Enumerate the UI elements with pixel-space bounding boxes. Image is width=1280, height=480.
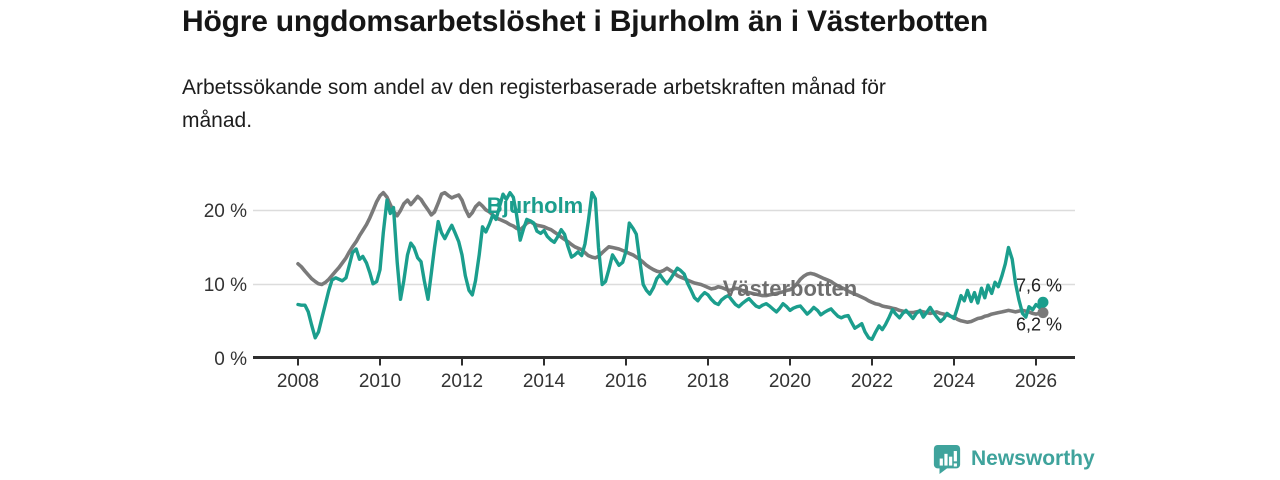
brand-footer: Newsworthy bbox=[932, 442, 1095, 476]
gridlines bbox=[253, 209, 1075, 286]
series-label-bjurholm: Bjurholm bbox=[487, 193, 584, 218]
x-tick-label-2010: 2010 bbox=[359, 371, 401, 392]
x-tick-label-2018: 2018 bbox=[687, 371, 729, 392]
newsworthy-logo-icon bbox=[933, 444, 961, 474]
x-tick-label-2022: 2022 bbox=[851, 371, 893, 392]
x-tick-label-2024: 2024 bbox=[933, 371, 976, 392]
series-lines bbox=[296, 190, 1049, 341]
series-label-vasterbotten: Västerbotten bbox=[723, 276, 857, 301]
x-tick-label-2012: 2012 bbox=[441, 371, 483, 392]
series-end-dot-västerbotten bbox=[1037, 307, 1049, 319]
chart-subtitle-line-1: Arbetssökande som andel av den registerb… bbox=[182, 76, 886, 99]
series-end-dot-bjurholm bbox=[1037, 296, 1049, 308]
chart-subtitle-line-2: månad. bbox=[182, 109, 253, 132]
y-axis-labels: 0 % 10 % 20 % bbox=[204, 201, 247, 370]
series-line-västerbotten bbox=[296, 190, 1045, 325]
end-value-label-vasterbotten: 6,2 % bbox=[1016, 315, 1062, 335]
x-tick-label-2020: 2020 bbox=[769, 371, 811, 392]
x-axis: 2008 2010 2012 2014 2016 2018 2020 2022 2024 2026 bbox=[253, 356, 1075, 392]
x-tick-label-2014: 2014 bbox=[523, 371, 566, 392]
brand-name: Newsworthy bbox=[971, 447, 1095, 470]
end-value-label-bjurholm: 7,6 % bbox=[1016, 275, 1062, 295]
y-tick-label-10: 10 % bbox=[204, 275, 247, 296]
x-tick-label-2008: 2008 bbox=[277, 371, 319, 392]
y-tick-label-20: 20 % bbox=[204, 201, 247, 222]
series-line-bjurholm bbox=[296, 190, 1045, 341]
x-tick-label-2016: 2016 bbox=[605, 371, 647, 392]
x-tick-label-2026: 2026 bbox=[1015, 371, 1057, 392]
y-tick-label-0: 0 % bbox=[214, 349, 247, 370]
chart-subtitle: Arbetssökande som andel av den registerb… bbox=[182, 71, 1082, 137]
chart-title: Högre ungdomsarbetslöshet i Bjurholm än … bbox=[182, 5, 988, 38]
